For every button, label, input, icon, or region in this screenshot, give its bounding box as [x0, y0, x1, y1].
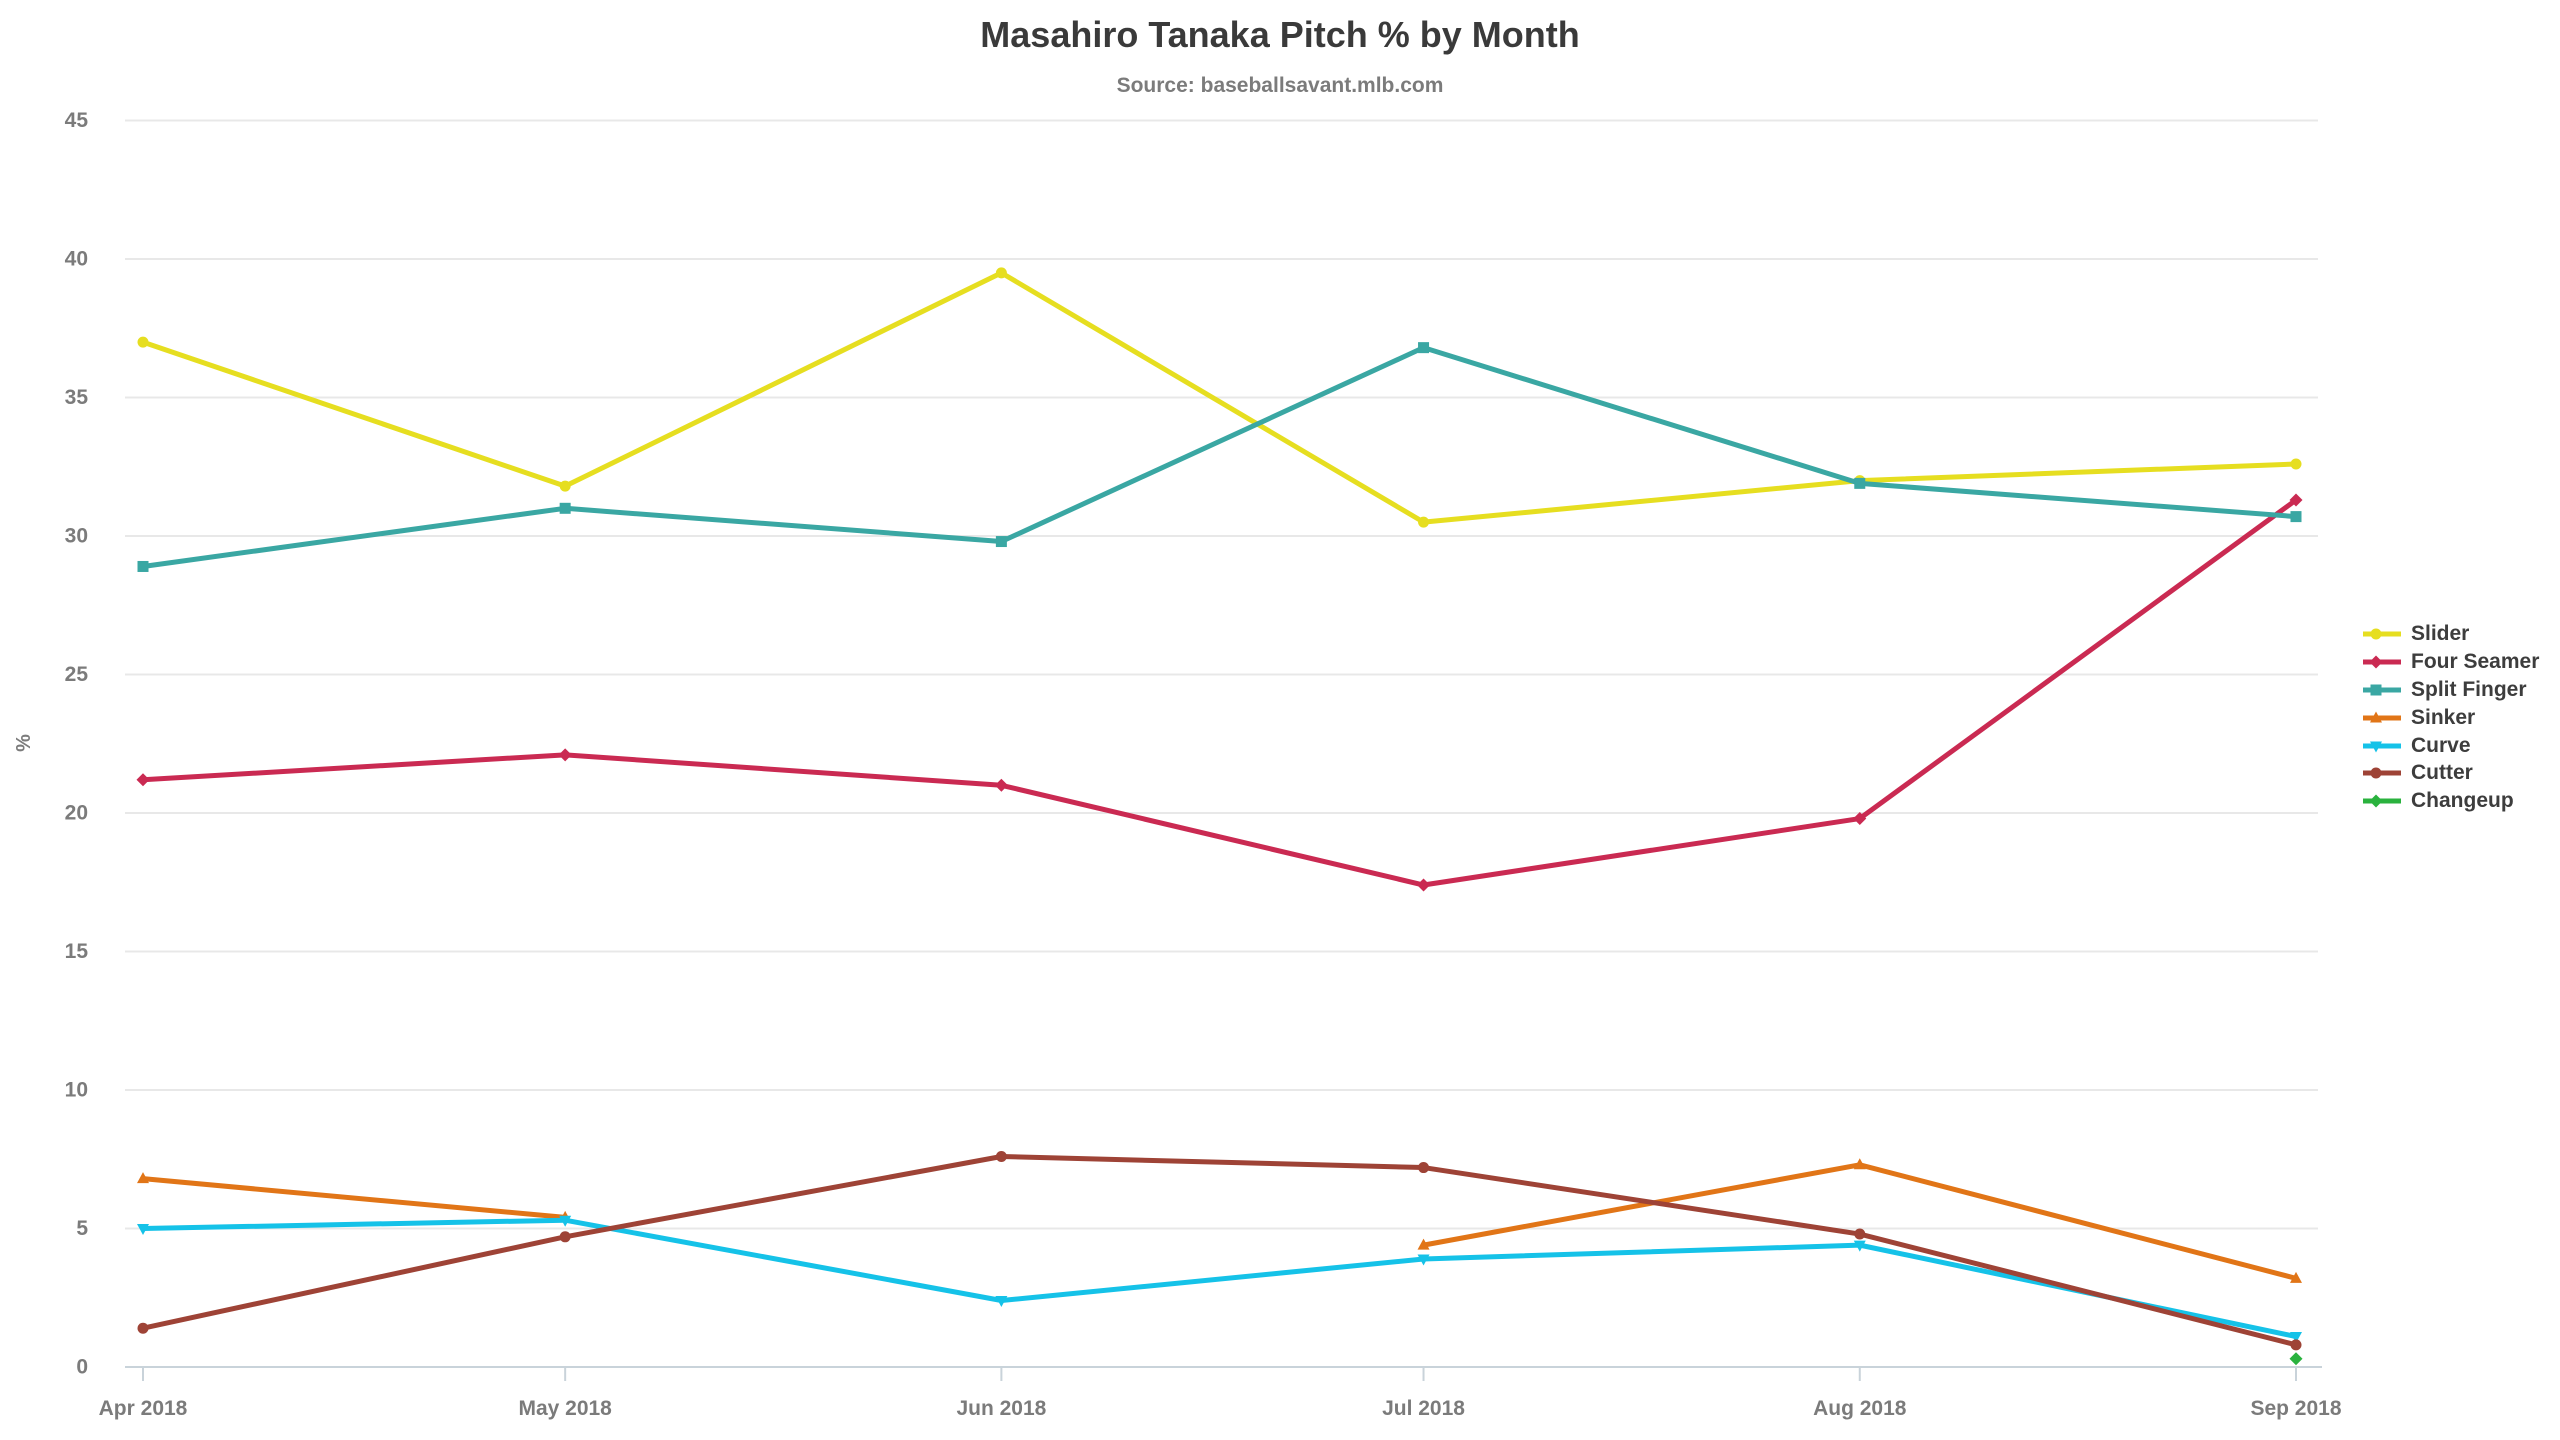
legend-marker-four-seamer	[2363, 655, 2401, 669]
data-point-cutter-aug-2018	[1854, 1228, 1866, 1240]
data-point-cutter-jun-2018	[995, 1150, 1007, 1162]
data-point-slider-jul-2018	[1418, 516, 1430, 528]
x-tick-label-jun-2018: Jun 2018	[956, 1397, 1046, 1420]
data-point-four-seamer-aug-2018	[1853, 812, 1867, 826]
data-point-four-seamer-apr-2018	[136, 773, 150, 787]
data-point-cutter-may-2018	[559, 1231, 571, 1243]
data-point-four-seamer-sep-2018	[2289, 493, 2303, 507]
legend-label: Four Seamer	[2411, 649, 2540, 673]
y-tick-label: 5	[76, 1217, 88, 1240]
data-point-split-finger-may-2018	[559, 502, 571, 514]
x-tick-label-apr-2018: Apr 2018	[99, 1397, 188, 1420]
y-tick-label: 15	[65, 940, 89, 963]
legend-item-four-seamer[interactable]: Four Seamer	[2362, 648, 2539, 676]
legend-marker-cutter	[2363, 767, 2401, 779]
data-point-sinker-sep-2018	[2290, 1271, 2302, 1283]
legend-item-changeup[interactable]: Changeup	[2362, 787, 2539, 815]
legend-marker-curve	[2363, 741, 2401, 752]
data-point-curve-sep-2018	[2290, 1332, 2302, 1344]
x-tick-label-sep-2018: Sep 2018	[2250, 1397, 2341, 1420]
y-tick-label: 0	[76, 1356, 88, 1379]
series-line-four-seamer	[142, 497, 2298, 888]
data-point-slider-sep-2018	[2290, 458, 2302, 470]
data-point-cutter-sep-2018	[2290, 1339, 2302, 1351]
data-point-curve-may-2018	[559, 1215, 572, 1227]
data-point-slider-may-2018	[559, 480, 571, 492]
data-point-split-finger-jun-2018	[995, 536, 1007, 548]
data-point-sinker-aug-2018	[1853, 1158, 1866, 1170]
y-tick-label: 25	[65, 663, 89, 686]
data-point-four-seamer-may-2018	[558, 748, 572, 762]
legend-label: Sinker	[2411, 705, 2476, 729]
legend-label: Changeup	[2411, 789, 2514, 813]
data-point-four-seamer-jul-2018	[1417, 878, 1431, 892]
legend-marker-changeup	[2363, 794, 2401, 808]
legend-label: Cutter	[2411, 761, 2473, 785]
series-line-sinker	[142, 1176, 566, 1220]
data-point-cutter-jul-2018	[1418, 1162, 1430, 1174]
data-point-slider-apr-2018	[137, 336, 149, 348]
legend-item-slider[interactable]: Slider	[2362, 620, 2539, 648]
chart-title: Masahiro Tanaka Pitch % by Month	[980, 14, 1580, 55]
series-line-sinker	[1423, 1162, 2297, 1281]
data-point-split-finger-jul-2018	[1418, 342, 1430, 354]
data-point-curve-jun-2018	[995, 1296, 1008, 1308]
data-point-split-finger-sep-2018	[2290, 511, 2302, 523]
data-point-sinker-apr-2018	[137, 1172, 149, 1184]
series-line-slider	[142, 270, 2297, 525]
data-point-sinker-jul-2018	[1417, 1238, 1430, 1250]
y-tick-label: 20	[65, 802, 88, 825]
y-tick-label: 10	[65, 1079, 88, 1102]
series-line-cutter	[142, 1153, 2297, 1348]
legend-marker-split-finger	[2363, 684, 2401, 696]
legend-marker-slider	[2363, 628, 2401, 640]
data-point-split-finger-apr-2018	[137, 560, 149, 572]
data-point-cutter-apr-2018	[137, 1322, 149, 1334]
data-point-split-finger-aug-2018	[1854, 477, 1866, 489]
y-tick-label: 30	[65, 525, 88, 548]
x-tick-label-aug-2018: Aug 2018	[1813, 1397, 1907, 1420]
x-tick-label-jul-2018: Jul 2018	[1382, 1397, 1465, 1420]
legend-label: Split Finger	[2411, 677, 2527, 701]
data-point-slider-jun-2018	[995, 267, 1007, 279]
data-point-changeup-sep-2018	[2289, 1352, 2303, 1366]
y-tick-label: 45	[65, 109, 89, 132]
chart-legend: Slider Four Seamer Split Finger Sinker Curve…	[2362, 620, 2539, 815]
legend-label: Slider	[2411, 621, 2470, 645]
y-tick-label: 40	[65, 248, 88, 271]
data-point-curve-jul-2018	[1417, 1254, 1430, 1266]
y-tick-label: 35	[65, 386, 89, 409]
data-point-curve-aug-2018	[1853, 1240, 1866, 1252]
legend-item-curve[interactable]: Curve	[2362, 732, 2539, 760]
legend-label: Curve	[2411, 733, 2471, 757]
data-point-curve-apr-2018	[137, 1224, 149, 1235]
data-point-four-seamer-jun-2018	[994, 778, 1008, 792]
legend-item-cutter[interactable]: Cutter	[2362, 759, 2539, 787]
legend-item-split-finger[interactable]: Split Finger	[2362, 676, 2539, 704]
legend-marker-sinker	[2363, 711, 2401, 723]
legend-item-sinker[interactable]: Sinker	[2362, 704, 2539, 732]
series-line-curve	[142, 1217, 2297, 1339]
series-line-split-finger	[142, 345, 2297, 569]
x-tick-label-may-2018: May 2018	[518, 1397, 612, 1420]
chart-subtitle: Source: baseballsavant.mlb.com	[1116, 74, 1444, 97]
